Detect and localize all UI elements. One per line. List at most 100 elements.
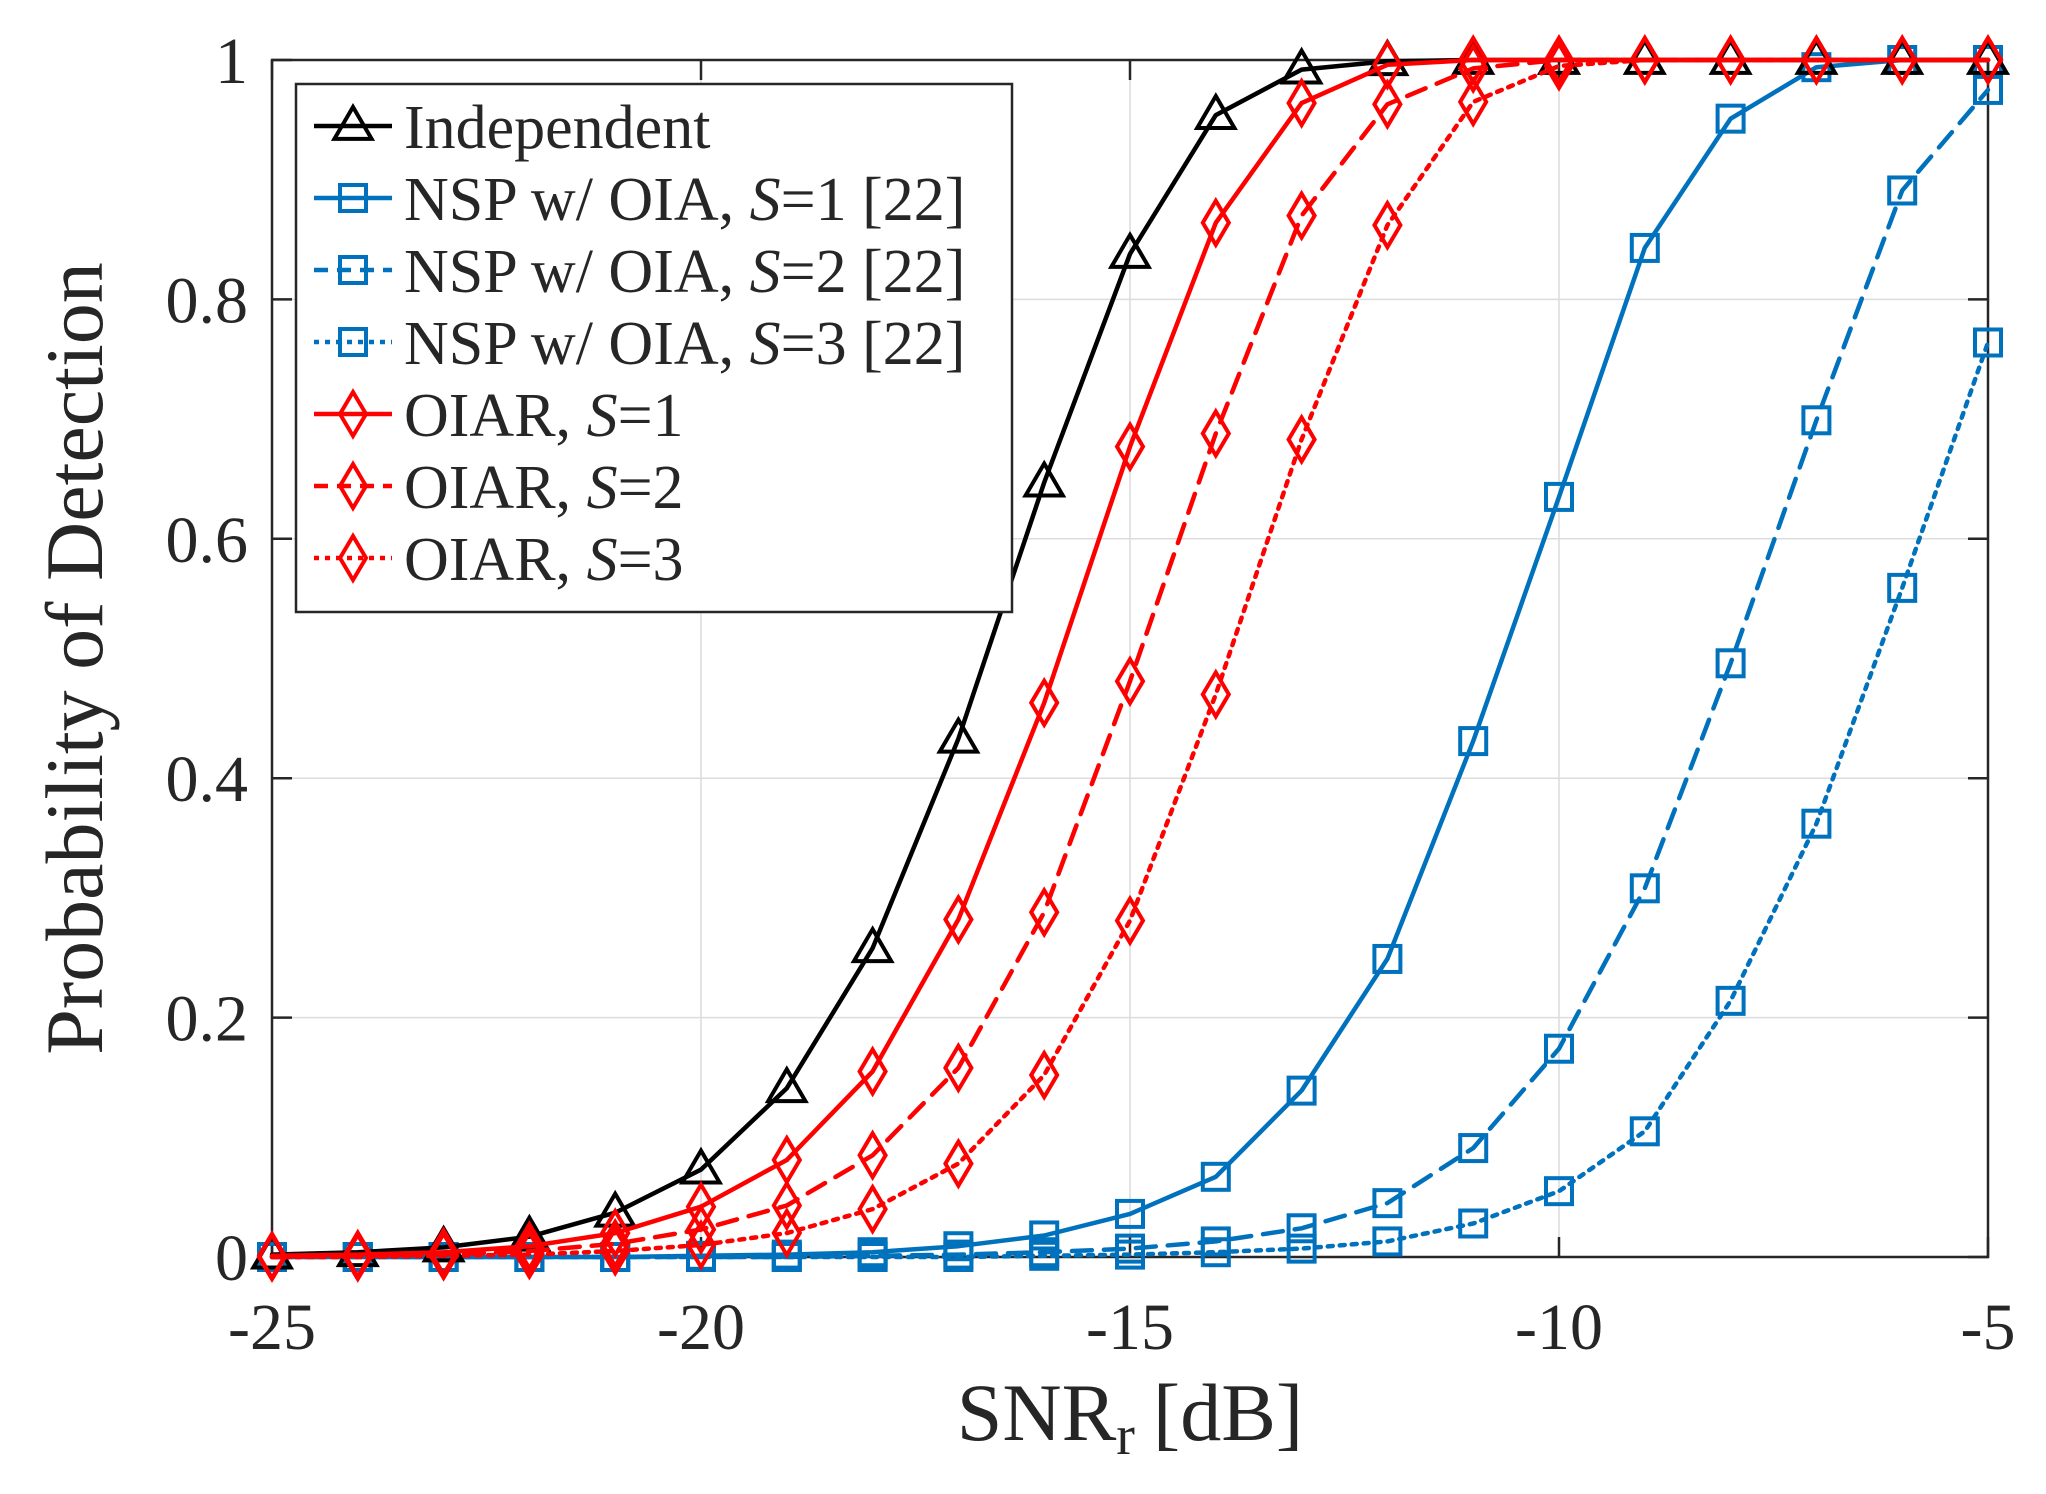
x-axis-label: SNRr [dB] — [957, 1367, 1303, 1467]
data-point — [1028, 1049, 1060, 1101]
legend-item: OIAR, S=3 — [314, 526, 684, 594]
data-point — [1022, 459, 1067, 498]
data-point — [1115, 1239, 1145, 1270]
legend-label: Independent — [404, 94, 710, 162]
data-point — [599, 1225, 631, 1277]
data-point — [943, 893, 974, 946]
data-point — [428, 1229, 459, 1282]
y-tick-label: 0.2 — [166, 983, 249, 1056]
data-point — [1887, 175, 1918, 206]
data-point — [1458, 726, 1489, 757]
data-point — [1372, 1188, 1403, 1219]
data-point — [342, 1231, 374, 1283]
legend-label: OIAR, S=1 — [404, 382, 684, 450]
data-point — [1114, 894, 1146, 947]
x-axis-label-subscript: r — [1116, 1405, 1135, 1467]
legend-item: NSP w/ OIA, S=1 [22] — [314, 166, 965, 234]
data-point — [764, 1065, 809, 1104]
data-point — [1372, 943, 1403, 974]
data-point — [1629, 873, 1660, 904]
tick-labels: -25 -20 -15 -10 -5 0 0.2 0.4 0.6 0.8 1 — [166, 25, 2016, 1364]
data-point — [1543, 40, 1575, 92]
legend-item: OIAR, S=2 — [314, 454, 684, 522]
y-tick-label: 0.6 — [166, 504, 249, 577]
y-axis-label: Probability of Detection — [29, 262, 120, 1055]
data-point — [1973, 327, 2003, 358]
data-point — [1457, 42, 1489, 95]
data-point — [1715, 34, 1746, 86]
legend-marker — [337, 532, 369, 584]
data-point — [857, 1045, 888, 1098]
data-point — [1107, 230, 1153, 269]
legend-label: OIAR, S=3 — [404, 526, 684, 594]
x-tick-label: -5 — [1961, 1291, 2016, 1364]
data-point — [1115, 1198, 1145, 1229]
data-point — [1029, 1240, 1060, 1271]
data-point — [943, 1041, 974, 1094]
y-tick-label: 1 — [215, 25, 248, 98]
data-point — [1372, 199, 1403, 252]
data-point — [1973, 74, 2003, 105]
data-point — [1114, 655, 1146, 708]
data-point — [850, 925, 895, 964]
data-point — [1458, 1208, 1489, 1239]
data-point — [857, 1183, 888, 1236]
y-tick-label: 0 — [215, 1222, 248, 1295]
series-line — [269, 57, 1991, 1260]
data-point — [1200, 668, 1232, 721]
data-point — [1286, 1075, 1317, 1106]
data-point — [1286, 413, 1317, 466]
data-point — [1715, 648, 1746, 679]
legend-item: NSP w/ OIA, S=2 [22] — [314, 238, 965, 306]
data-point — [771, 1207, 803, 1259]
data-point — [256, 1231, 288, 1283]
data-point — [514, 1228, 545, 1281]
data-point — [936, 715, 981, 754]
data-point — [1200, 196, 1232, 249]
data-point — [1715, 103, 1746, 134]
legend-marker — [337, 388, 369, 440]
data-point — [1886, 34, 1918, 86]
data-point — [1457, 75, 1489, 128]
x-tick-label: -15 — [1086, 1291, 1174, 1364]
x-axis-label-main: SNR — [957, 1367, 1117, 1458]
data-point — [1972, 34, 2004, 86]
data-point — [1286, 189, 1317, 242]
data-point — [1028, 676, 1060, 729]
data-point — [1458, 1133, 1489, 1164]
data-point — [1200, 1237, 1231, 1268]
legend-marker — [330, 103, 376, 141]
data-point — [1286, 1213, 1317, 1244]
x-tick-label: -25 — [228, 1291, 316, 1364]
legend-marker — [338, 255, 368, 285]
data-point — [1114, 420, 1146, 473]
data-point — [1200, 1161, 1231, 1192]
data-point — [1029, 1220, 1060, 1251]
data-point — [1629, 232, 1660, 263]
data-point — [771, 1242, 802, 1272]
data-point — [943, 1137, 974, 1190]
data-point — [1801, 34, 1832, 86]
data-point — [1372, 78, 1403, 131]
y-tick-label: 0.8 — [166, 264, 249, 337]
data-point — [685, 1219, 717, 1271]
data-point — [1887, 572, 1918, 603]
legend-item: OIAR, S=1 — [314, 382, 684, 450]
legend-label: NSP w/ OIA, S=1 [22] — [404, 166, 965, 234]
legend-label: OIAR, S=2 — [404, 454, 684, 522]
data-point — [1629, 34, 1661, 86]
series-group — [249, 34, 2011, 1283]
legend-label: NSP w/ OIA, S=3 [22] — [404, 310, 965, 378]
data-point — [943, 1242, 974, 1272]
data-point — [1193, 92, 1238, 130]
legend-item: NSP w/ OIA, S=3 [22] — [314, 310, 965, 378]
data-point — [1544, 1033, 1574, 1064]
x-tick-label: -20 — [657, 1291, 745, 1364]
data-point — [1286, 1233, 1317, 1264]
data-point — [599, 1207, 631, 1259]
data-point — [1372, 1226, 1403, 1257]
legend-marker — [338, 183, 368, 213]
